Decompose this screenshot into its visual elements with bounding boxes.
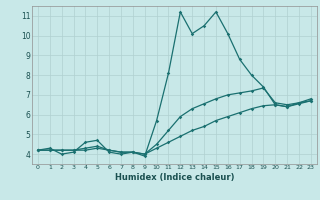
X-axis label: Humidex (Indice chaleur): Humidex (Indice chaleur) (115, 173, 234, 182)
